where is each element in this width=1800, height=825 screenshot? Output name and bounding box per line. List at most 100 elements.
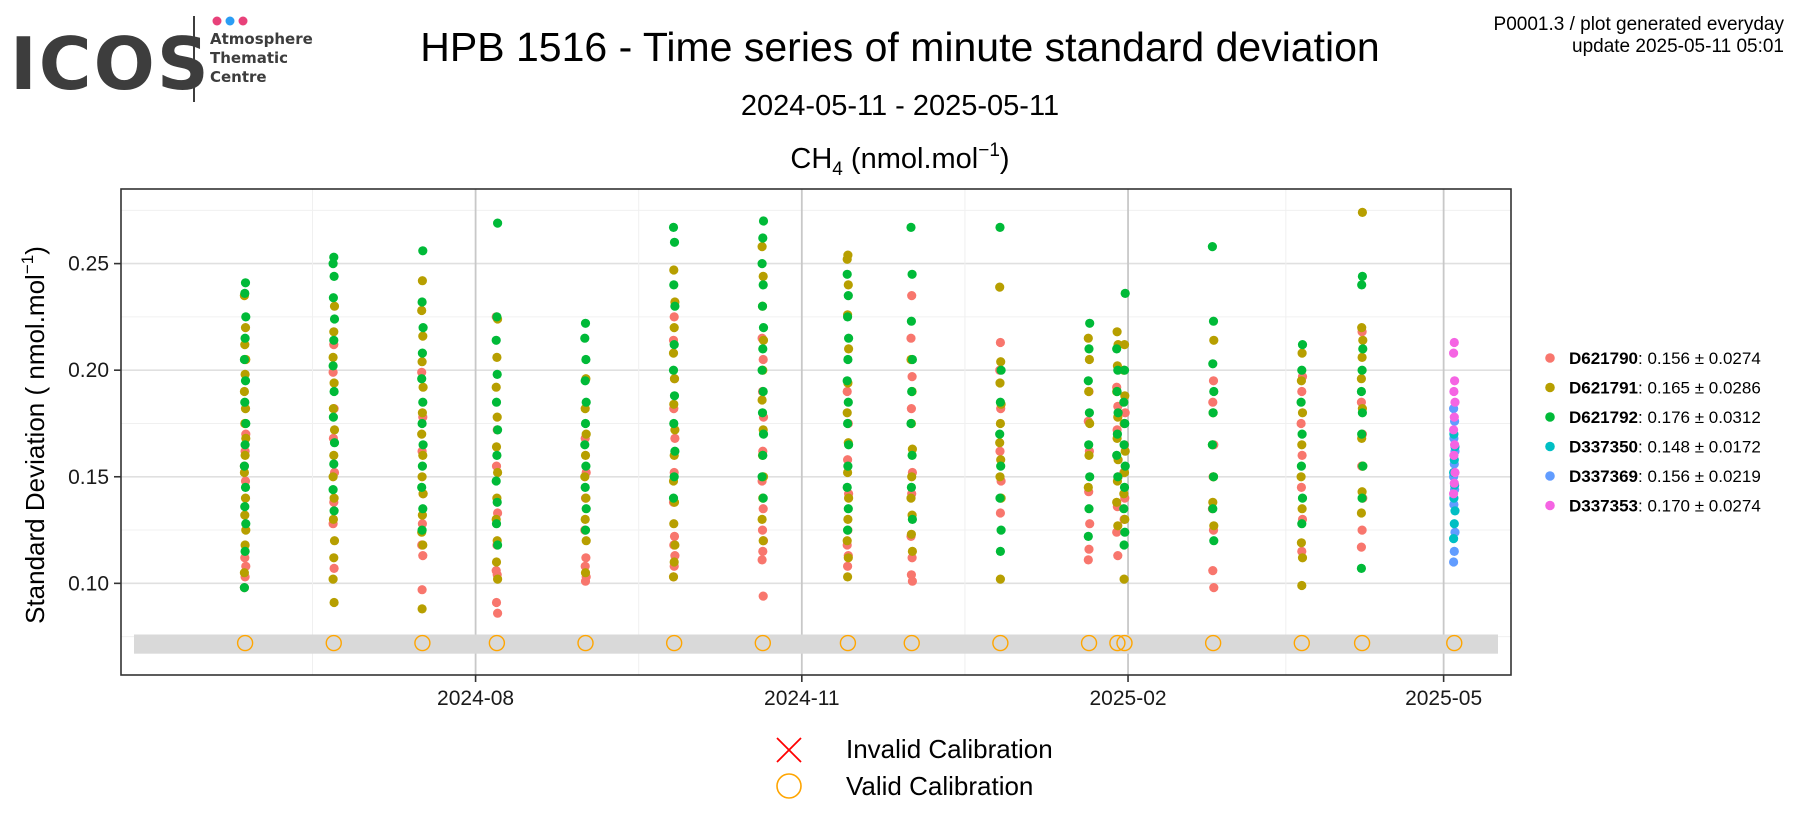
data-point-d621792 [580, 482, 590, 492]
plot-meta-line2: update 2025-05-11 05:01 [1572, 36, 1784, 57]
data-point-d621792 [329, 386, 339, 397]
legend-label-d621792: D621792: 0.176 ± 0.0312 [1569, 408, 1761, 427]
valid-calibration-marker [1109, 634, 1126, 652]
data-point-d621792 [1113, 365, 1123, 375]
data-point-d621790 [758, 591, 768, 601]
data-point-d621792 [906, 222, 916, 232]
data-point-d621792 [1357, 271, 1367, 281]
data-point-d621791 [417, 472, 427, 482]
data-point-d621792 [580, 333, 590, 343]
data-point-d621792 [843, 461, 853, 471]
data-point-d337353 [1449, 489, 1459, 499]
data-point-d621792 [418, 323, 428, 333]
data-point-d621792 [1112, 450, 1122, 460]
data-point-d621791 [580, 450, 591, 460]
data-point-d621792 [758, 216, 769, 226]
data-point-d621791 [669, 557, 679, 567]
data-point-d621791 [670, 540, 680, 550]
data-point-d621792 [758, 386, 768, 397]
data-point-d621792 [757, 365, 767, 375]
legend-key-d337353 [1545, 500, 1555, 511]
data-point-d621792 [329, 438, 340, 448]
data-point-d337353 [1449, 478, 1459, 488]
data-point-d621792 [842, 482, 852, 492]
data-point-d337353 [1449, 425, 1459, 435]
legend-series-name: D621790 [1569, 349, 1638, 368]
data-point-d337350 [1450, 506, 1460, 516]
plot-meta-line1: P0001.3 / plot generated everyday [1493, 14, 1784, 35]
data-point-d621790 [491, 597, 502, 608]
data-point-d621791 [329, 378, 339, 388]
data-point-d621792 [669, 237, 680, 247]
data-point-d621791 [1112, 497, 1122, 507]
data-point-d621790 [1208, 566, 1218, 576]
data-point-d621791 [240, 450, 250, 460]
legend-series-name: D621792 [1569, 408, 1638, 427]
data-point-d621791 [239, 467, 249, 478]
data-point-d621792 [1120, 527, 1130, 537]
legend-series-name: D337369 [1569, 467, 1638, 486]
data-point-d621792 [1357, 280, 1367, 290]
legend-key-d337350 [1545, 441, 1555, 452]
data-point-d621792 [995, 546, 1006, 557]
data-point-d621790 [1083, 555, 1093, 565]
data-point-d621791 [668, 572, 679, 582]
data-point-d621792 [580, 525, 591, 535]
data-point-d621792 [757, 408, 768, 418]
data-point-d621791 [1208, 497, 1218, 507]
legend-key-d337369 [1545, 471, 1555, 481]
data-point-d621792 [328, 293, 338, 303]
data-point-d621792 [757, 301, 768, 311]
data-point-d621792 [996, 525, 1006, 535]
data-point-d621792 [1208, 504, 1218, 514]
invalid-calibration-label: Invalid Calibration [846, 734, 1053, 764]
plot-meta: P0001.3 / plot generated everyday update… [1494, 14, 1784, 58]
data-point-d621791 [328, 574, 338, 584]
y-axis-title-text: Standard Deviation ( nmol.mol [20, 274, 50, 624]
data-point-d621791 [669, 374, 680, 384]
data-point-d621790 [757, 525, 768, 535]
data-point-d621792 [240, 482, 251, 492]
data-point-d337353 [1449, 412, 1459, 422]
valid-calibration-marker [1116, 634, 1133, 652]
data-point-d621792 [1297, 493, 1308, 503]
data-point-d621792 [240, 376, 251, 386]
data-point-d621791 [996, 455, 1006, 465]
data-point-d621792 [493, 425, 503, 435]
data-point-d621792 [241, 312, 251, 322]
data-point-d621792 [758, 233, 768, 243]
data-point-d621790 [581, 553, 591, 563]
data-point-d621791 [669, 323, 679, 333]
data-point-d621791 [906, 493, 916, 503]
data-point-d621792 [492, 312, 502, 322]
data-point-d621792 [668, 222, 679, 232]
data-point-d337353 [1450, 440, 1460, 450]
data-point-d621790 [758, 546, 768, 557]
data-point-d621791 [328, 404, 338, 414]
panel-title-close: ) [1000, 143, 1010, 175]
legend-series-stats: : 0.156 ± 0.0219 [1638, 467, 1761, 486]
data-point-d621790 [491, 566, 501, 576]
valid-calibration-label: Valid Calibration [846, 771, 1033, 801]
data-point-d621792 [329, 506, 339, 516]
panel-title-unit: (nmol.mol [843, 143, 978, 175]
data-point-d621792 [669, 340, 679, 350]
calibration-markers [236, 634, 1463, 652]
data-point-d621791 [995, 378, 1005, 388]
axes: 0.10 0.15 0.20 0.25 2024-08 2024-11 2025-02 202… [68, 253, 1482, 710]
data-point-d337353 [1449, 337, 1459, 348]
plot-background [121, 189, 1511, 675]
y-axis-title-superscript: −1 [18, 255, 37, 274]
data-point-d621792 [758, 493, 768, 503]
x-tick-label: 2024-08 [437, 687, 514, 710]
data-point-d621792 [995, 397, 1006, 407]
data-point-d621792 [844, 440, 854, 450]
data-point-d621792 [842, 376, 852, 386]
legend-series-stats: : 0.170 ± 0.0274 [1638, 497, 1761, 516]
valid-calibration-marker [236, 634, 254, 652]
data-point-d621790 [493, 608, 503, 618]
data-point-d621792 [1296, 397, 1306, 407]
data-point-d621792 [758, 429, 769, 439]
data-point-d621791 [417, 305, 427, 316]
data-point-d621792 [1297, 429, 1307, 439]
